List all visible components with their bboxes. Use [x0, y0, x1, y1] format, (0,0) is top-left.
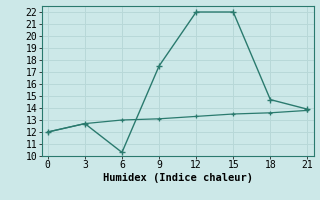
X-axis label: Humidex (Indice chaleur): Humidex (Indice chaleur)	[103, 173, 252, 183]
